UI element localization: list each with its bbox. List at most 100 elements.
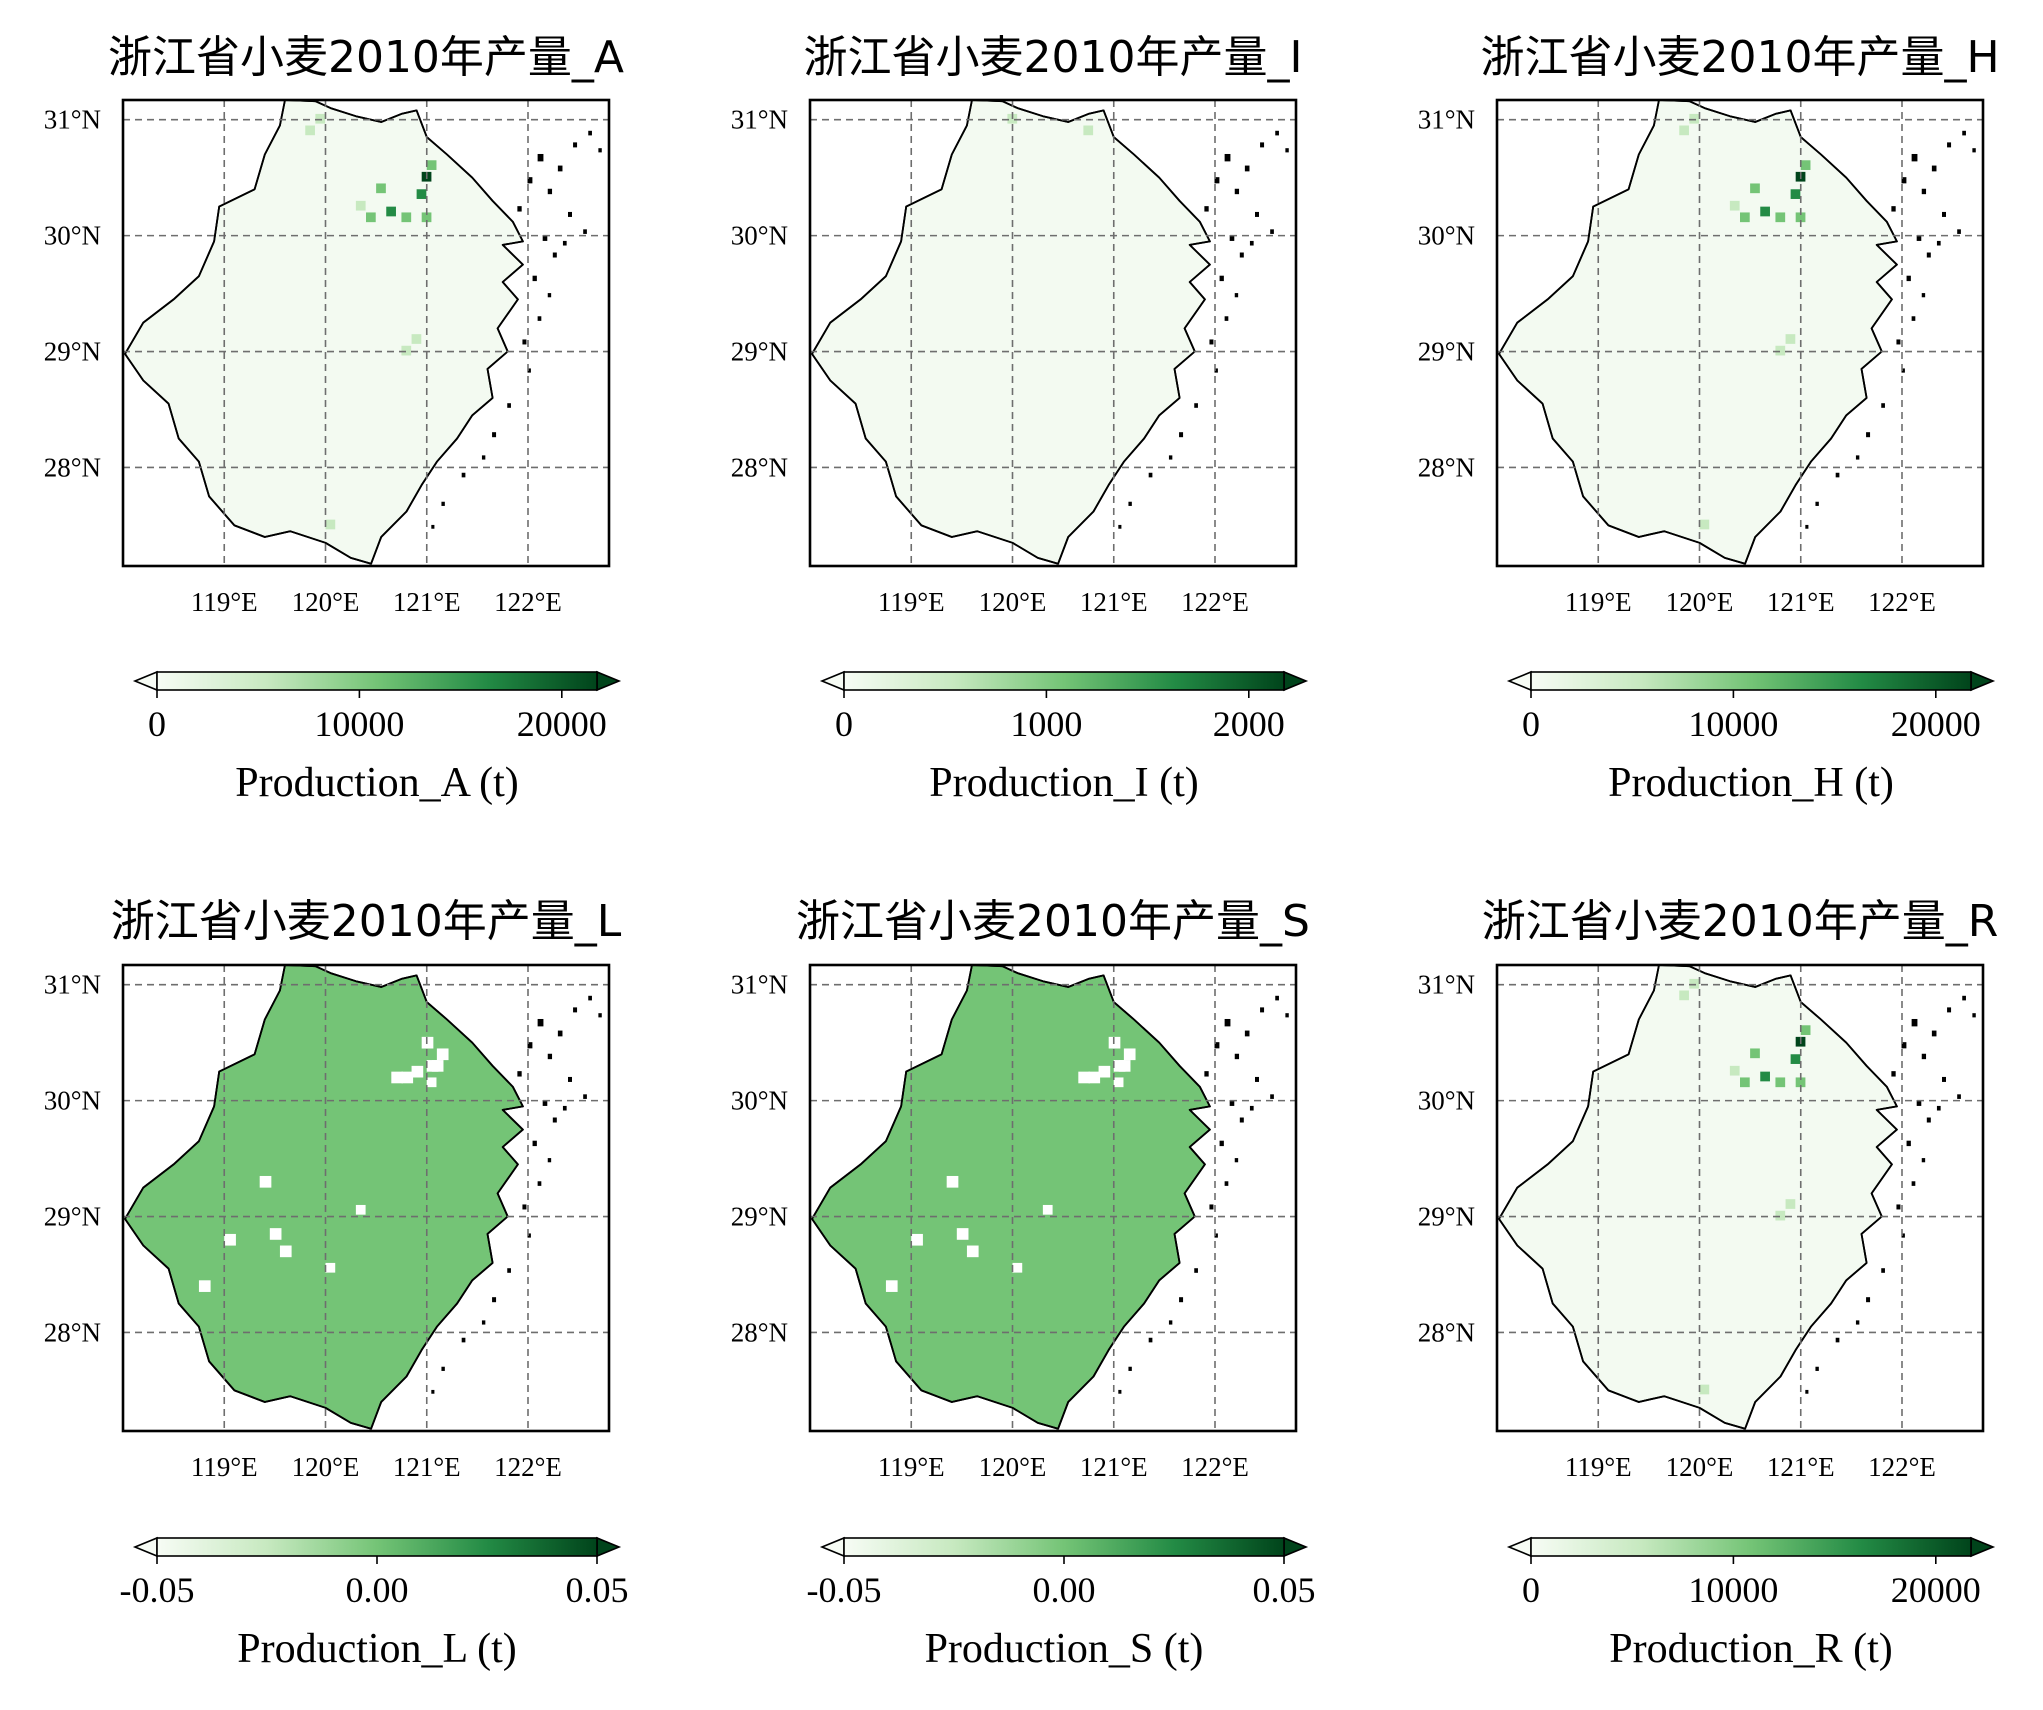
island-mark — [547, 188, 553, 195]
colorbar-min-extend — [1506, 1536, 1532, 1558]
missing-cell — [431, 1060, 444, 1072]
island-mark — [1168, 1320, 1173, 1325]
colorbar-tick-label: -0.05 — [807, 1570, 882, 1610]
lat-tick-label: 29°N — [731, 337, 788, 367]
lat-tick-label: 29°N — [44, 1202, 101, 1232]
island-mark — [1901, 1042, 1907, 1049]
island-mark — [1118, 1389, 1122, 1394]
island-mark — [1957, 1094, 1961, 1099]
island-mark — [1911, 316, 1916, 321]
island-mark — [1179, 432, 1184, 438]
colorbar-tick-label: 10000 — [1688, 704, 1778, 744]
colorbar-label: Production_L (t) — [237, 1626, 517, 1672]
island-mark — [1931, 1030, 1937, 1037]
island-mark — [1805, 524, 1809, 529]
map-panel-A: 浙江省小麦2010年产量_A 119°E 120°E 121°E 122°E 31°N 30… — [44, 32, 624, 806]
island-mark — [1881, 403, 1885, 408]
production-cell — [386, 206, 396, 217]
colorbar — [156, 671, 598, 691]
lon-tick-label: 120°E — [292, 1452, 360, 1482]
colorbar — [1530, 671, 1972, 691]
island-mark — [1972, 1013, 1976, 1018]
map-panel-S: 浙江省小麦2010年产量_S 119°E 120°E 121°E 122°E 31°N 30… — [731, 896, 1316, 1672]
colorbar — [843, 671, 1285, 691]
colorbar-tick-label: 20000 — [517, 704, 607, 744]
lat-tick-label: 31°N — [731, 970, 788, 1000]
island-mark — [522, 339, 527, 345]
production-cell — [1729, 200, 1740, 211]
island-mark — [1214, 177, 1220, 184]
colorbar-max-extend — [596, 670, 622, 692]
island-mark — [1972, 148, 1976, 153]
island-mark — [1224, 1018, 1231, 1027]
production-cell — [1775, 345, 1786, 356]
production-cell — [376, 183, 386, 194]
island-mark — [1835, 1337, 1840, 1343]
lat-tick-label: 31°N — [731, 105, 788, 135]
island-mark — [1931, 165, 1937, 172]
production-cell — [325, 519, 336, 530]
island-mark — [1926, 252, 1931, 258]
production-cell — [1729, 1065, 1740, 1076]
island-mark — [537, 316, 542, 321]
production-cell — [1083, 125, 1094, 136]
panel-title: 浙江省小麦2010年产量_A — [108, 32, 624, 83]
island-mark — [527, 177, 533, 184]
colorbar-tick-label: 0.00 — [346, 1570, 409, 1610]
colorbar-tick-label: 1000 — [1010, 704, 1082, 744]
island-mark — [1921, 1158, 1926, 1163]
island-mark — [441, 1366, 445, 1371]
map-panel-L: 浙江省小麦2010年产量_L 119°E 120°E 121°E 122°E 31°N 30… — [44, 896, 629, 1672]
island-mark — [1947, 142, 1952, 148]
missing-cell — [1088, 1071, 1101, 1084]
lon-tick-label: 121°E — [393, 587, 461, 617]
island-mark — [537, 1018, 544, 1027]
production-cell — [416, 189, 427, 199]
island-mark — [1911, 1018, 1918, 1027]
production-cell — [1699, 1384, 1710, 1395]
colorbar-tick-label: 0 — [1522, 704, 1540, 744]
missing-cell — [401, 1071, 414, 1084]
island-mark — [1957, 229, 1961, 234]
island-mark — [522, 1204, 527, 1210]
lat-tick-label: 28°N — [731, 452, 788, 482]
island-mark — [1224, 1181, 1229, 1186]
lat-tick-label: 28°N — [44, 452, 101, 482]
colorbar-tick-label: 10000 — [1688, 1570, 1778, 1610]
map-frame — [121, 98, 611, 568]
colorbar-max-extend — [1970, 1536, 1996, 1558]
lat-tick-label: 29°N — [731, 1202, 788, 1232]
colorbar — [1530, 1537, 1972, 1557]
missing-cell — [355, 1204, 366, 1215]
island-mark — [1906, 275, 1911, 282]
island-mark — [1815, 1366, 1819, 1371]
island-mark — [562, 240, 567, 246]
colorbar-tick-label: 2000 — [1213, 704, 1285, 744]
island-mark — [1896, 339, 1901, 345]
island-mark — [588, 995, 592, 1001]
lat-tick-label: 28°N — [44, 1317, 101, 1347]
lat-tick-label: 30°N — [731, 1086, 788, 1116]
production-cell — [1740, 1077, 1750, 1088]
lon-tick-label: 120°E — [979, 587, 1047, 617]
missing-cell — [1113, 1077, 1124, 1088]
island-mark — [1179, 1297, 1184, 1303]
island-mark — [492, 432, 497, 438]
island-mark — [1244, 1030, 1250, 1037]
panel-title: 浙江省小麦2010年产量_R — [1482, 896, 1999, 947]
production-cell — [411, 334, 422, 344]
island-mark — [557, 165, 563, 172]
production-cell — [1795, 1077, 1806, 1088]
missing-cell — [885, 1280, 898, 1292]
lon-tick-label: 119°E — [878, 1452, 945, 1482]
island-mark — [1855, 455, 1860, 460]
island-mark — [1947, 1007, 1952, 1013]
island-mark — [598, 1013, 602, 1018]
panel-title: 浙江省小麦2010年产量_S — [796, 896, 1310, 947]
island-mark — [1224, 316, 1229, 321]
missing-cell — [1078, 1071, 1090, 1084]
island-mark — [562, 1105, 567, 1111]
lat-tick-label: 31°N — [1418, 970, 1475, 1000]
island-mark — [1128, 501, 1132, 506]
